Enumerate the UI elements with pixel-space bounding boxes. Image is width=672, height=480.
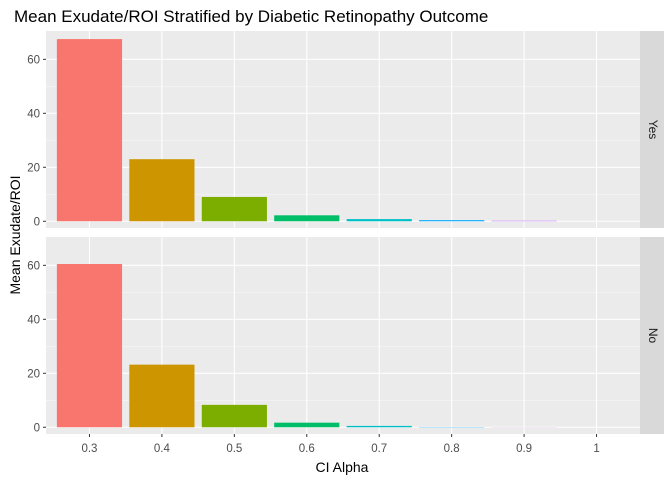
bar bbox=[129, 159, 195, 222]
bar bbox=[56, 39, 123, 222]
x-tick-label: 0.8 bbox=[444, 443, 460, 455]
x-tick-label: 1 bbox=[593, 443, 599, 455]
bar bbox=[346, 219, 412, 222]
bar bbox=[129, 364, 195, 428]
facet-strip bbox=[640, 31, 664, 228]
x-tick-label: 0.9 bbox=[516, 443, 532, 455]
y-tick-label: 60 bbox=[27, 260, 40, 272]
y-tick-label: 0 bbox=[34, 422, 40, 434]
panel-yes: 0 20 40 60 Yes bbox=[27, 31, 664, 228]
y-tick-label: 20 bbox=[27, 368, 40, 380]
x-tick-label: 0.5 bbox=[226, 443, 242, 455]
bar bbox=[274, 422, 340, 428]
y-tick-label: 60 bbox=[27, 54, 40, 66]
x-tick-label: 0.4 bbox=[154, 443, 171, 455]
y-tick-label: 40 bbox=[27, 314, 40, 326]
x-tick-label: 0.6 bbox=[299, 443, 315, 455]
bar bbox=[491, 220, 557, 222]
bar bbox=[419, 220, 485, 222]
bar bbox=[201, 404, 267, 428]
x-tick-label: 0.3 bbox=[81, 443, 97, 455]
facet-strip bbox=[640, 237, 664, 434]
x-axis-title: CI Alpha bbox=[316, 459, 369, 475]
facet-strip-label: Yes bbox=[646, 120, 660, 140]
chart-title: Mean Exudate/ROI Stratified by Diabetic … bbox=[14, 7, 488, 26]
bar bbox=[56, 263, 123, 428]
y-tick-label: 0 bbox=[34, 216, 40, 228]
x-tick-label: 0.7 bbox=[371, 443, 387, 455]
panel-no: 0 20 40 60 No bbox=[27, 237, 664, 434]
y-axis-title: Mean Exudate/ROI bbox=[7, 175, 23, 294]
facet-strip-label: No bbox=[646, 328, 660, 344]
bar bbox=[346, 425, 412, 428]
y-tick-label: 40 bbox=[27, 108, 40, 120]
bar bbox=[274, 215, 340, 222]
y-tick-label: 20 bbox=[27, 162, 40, 174]
bar bbox=[201, 196, 267, 222]
